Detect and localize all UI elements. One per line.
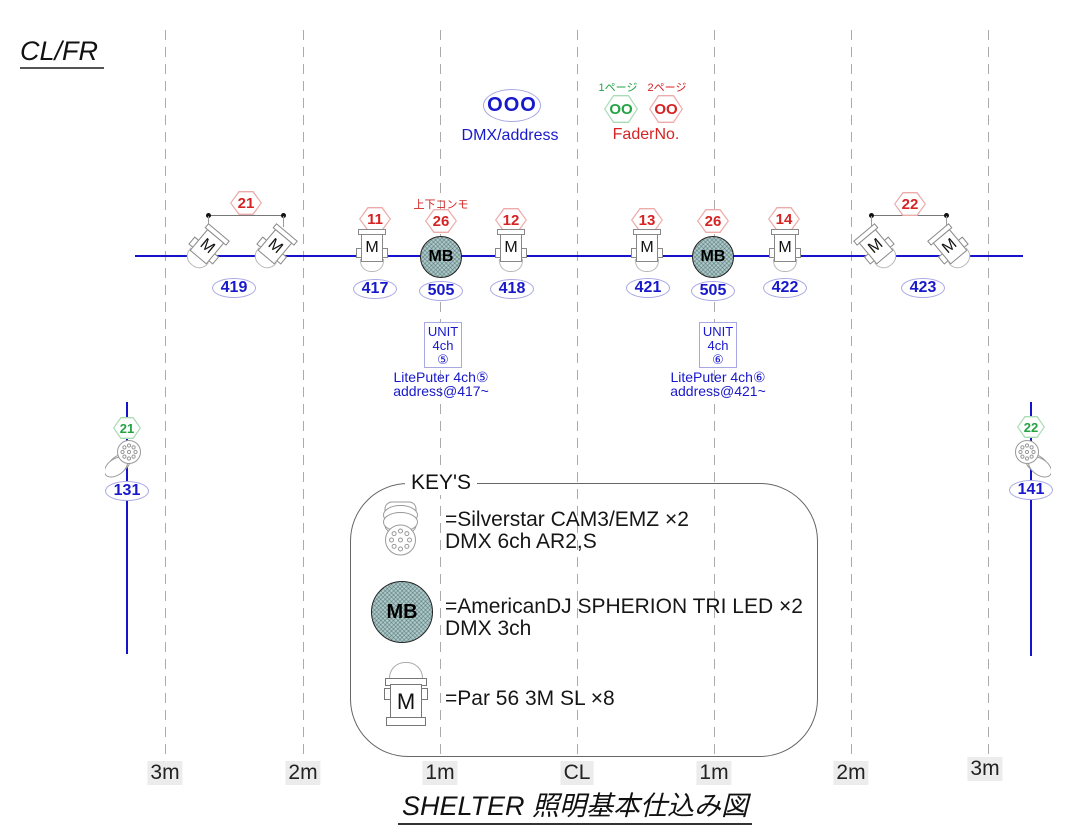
par-body: M (495, 234, 527, 262)
par-can-fixture: M (495, 229, 527, 273)
par-lens (389, 662, 423, 679)
boom-pipe (1030, 402, 1032, 656)
gridline (303, 30, 304, 756)
fader-number-badge: 21 (113, 417, 141, 439)
gridline-centerline (577, 30, 578, 756)
legend-item-text: DMX 6ch AR2,S (445, 530, 597, 553)
legend-item-text: =Par 56 3M SL ×8 (445, 687, 615, 710)
dmx-address-badge: 505 (691, 281, 735, 301)
dmx-address-badge: 419 (212, 278, 256, 298)
legend-item-text: DMX 3ch (445, 617, 532, 640)
boom-pipe (126, 402, 128, 654)
unit-box: UNIT 4ch ⑤ (424, 322, 462, 368)
fader-number-badge: 26 (425, 209, 457, 233)
par-can-fixture: M (247, 223, 298, 276)
mb-sphere-icon: MB (371, 581, 433, 643)
fader-number-badge: 11 (359, 207, 391, 231)
bracket-dot (869, 213, 874, 218)
par-can-icon: M (377, 662, 433, 732)
fader-page2-label: 2ページ (647, 82, 687, 94)
par-can-fixture: M (356, 229, 388, 273)
unit-caption: LitePuter 4ch⑤ address@417~ (393, 369, 489, 399)
keys-legend-box: KEY'S =Silverstar CAM3/EMZ ×2 DMX 6ch AR… (350, 471, 818, 757)
scale-label-centerline: CL (560, 761, 594, 785)
scale-label: 2m (285, 761, 321, 785)
gridline (851, 30, 852, 756)
bracket-drop (871, 216, 872, 227)
fader-legend-hex-page2: OO (649, 95, 683, 123)
par-body: M (769, 234, 801, 262)
fader-legend-hex-page1: OO (604, 95, 638, 123)
pair-bracket (208, 215, 284, 216)
par-body: M (631, 234, 663, 262)
unit-caption: LitePuter 4ch⑥ address@421~ (670, 369, 766, 399)
scale-label: 1m (422, 761, 458, 785)
page-title: CL/FR (20, 36, 105, 69)
bracket-drop (208, 216, 209, 227)
unit-line: UNIT (702, 324, 734, 339)
fader-number-badge: 14 (768, 207, 800, 231)
unit-line: ⑥ (712, 352, 724, 367)
dmx-address-badge: 423 (901, 278, 945, 298)
moving-head-fixture (1009, 438, 1053, 485)
fader-number-badge: 13 (631, 208, 663, 232)
dmx-address-badge: 505 (419, 281, 463, 301)
moving-head-icon (103, 440, 141, 478)
fader-number-badge: 22 (1017, 416, 1045, 438)
legend-item-text: =AmericanDJ SPHERION TRI LED ×2 (445, 595, 803, 618)
fader-number-badge: 26 (697, 209, 729, 233)
mb-note: 上下コンモ (413, 199, 469, 211)
scale-label: 3m (147, 761, 183, 785)
unit-line: UNIT (427, 324, 459, 339)
dmx-address-badge: 422 (763, 278, 807, 298)
moving-head-fixture (103, 438, 147, 485)
dmx-address-badge: 141 (1009, 480, 1053, 500)
par-can-fixture: M (852, 223, 903, 276)
dmx-address-legend-symbol: OOO (483, 89, 541, 122)
bracket-dot (206, 213, 211, 218)
scale-label: 2m (833, 761, 869, 785)
gridline (440, 30, 441, 756)
fader-number-badge: 12 (495, 208, 527, 232)
unit-line: 4ch (707, 338, 729, 353)
bracket-drop (283, 216, 284, 227)
bracket-dot (944, 213, 949, 218)
par-can-fixture: M (179, 223, 230, 276)
gridline (988, 30, 989, 756)
par-can-fixture: M (926, 223, 977, 276)
dmx-address-badge: 417 (353, 279, 397, 299)
drawing-title: SHELTER 照明基本仕込み図 (397, 784, 753, 825)
par-body: M (384, 684, 428, 719)
bracket-drop (946, 216, 947, 227)
bracket-dot (281, 213, 286, 218)
unit-line: 4ch (432, 338, 454, 353)
scale-label: 3m (967, 757, 1003, 781)
par-base (386, 717, 426, 726)
moving-head-icon (377, 500, 425, 565)
moving-head-icon (1015, 440, 1053, 478)
par-can-fixture: M (631, 229, 663, 273)
fader-page1-label: 1ページ (598, 82, 638, 94)
mb-sphere-fixture: MB (692, 236, 734, 278)
dmx-address-legend-label: DMX/address (461, 127, 559, 144)
dmx-address-badge: 418 (490, 279, 534, 299)
unit-line: ⑤ (437, 352, 449, 367)
fader-legend-label: FaderNo. (612, 126, 680, 143)
dmx-address-badge: 421 (626, 278, 670, 298)
par-can-fixture: M (769, 229, 801, 273)
dmx-address-badge: 131 (105, 481, 149, 501)
gridline (714, 30, 715, 756)
fader-number-badge: 21 (230, 191, 262, 215)
unit-box: UNIT 4ch ⑥ (699, 322, 737, 368)
par-body: M (356, 234, 388, 262)
lighting-pipe (135, 255, 1023, 257)
mb-sphere-fixture: MB (420, 236, 462, 278)
keys-legend-title: KEY'S (405, 471, 478, 495)
scale-label: 1m (696, 761, 732, 785)
fader-number-badge: 22 (894, 192, 926, 216)
legend-item-text: =Silverstar CAM3/EMZ ×2 (445, 508, 689, 531)
gridline (165, 30, 166, 756)
